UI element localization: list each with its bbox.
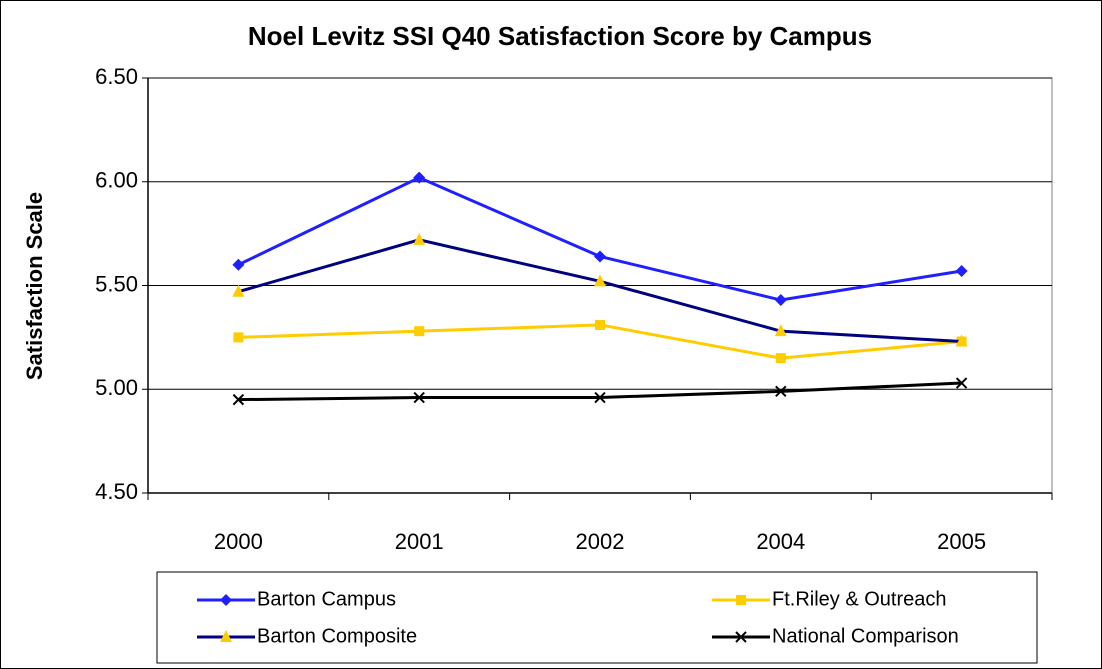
- marker: [955, 377, 968, 389]
- series: [232, 232, 968, 347]
- legend-box: [156, 571, 1038, 664]
- x-tick-label: 2004: [756, 529, 805, 554]
- legend-label: National Comparison: [772, 625, 959, 647]
- marker: [413, 391, 425, 404]
- y-tick-label: 4.50: [95, 479, 138, 504]
- y-tick-label: 6.50: [95, 64, 138, 89]
- legend-label: Barton Composite: [257, 625, 417, 647]
- marker: [220, 630, 232, 642]
- legend-label: Barton Campus: [257, 588, 396, 610]
- x-tick-label: 2002: [576, 529, 625, 554]
- marker: [233, 332, 244, 343]
- marker: [594, 274, 606, 287]
- marker: [775, 385, 787, 398]
- marker: [595, 319, 605, 330]
- marker: [775, 353, 786, 364]
- x-tick-label: 2000: [214, 529, 263, 554]
- marker: [774, 294, 787, 307]
- marker: [232, 284, 245, 297]
- marker: [735, 631, 747, 643]
- legend-item: Ft.Riley & Outreach: [712, 588, 947, 610]
- x-tick-label: 2005: [937, 529, 986, 554]
- legend-label: Ft.Riley & Outreach: [772, 588, 947, 610]
- legend-item: National Comparison: [712, 625, 959, 647]
- y-tick-label: 5.50: [95, 271, 138, 296]
- marker: [736, 595, 746, 605]
- marker: [774, 324, 787, 337]
- legend-item: Barton Composite: [197, 625, 417, 647]
- marker: [414, 326, 425, 337]
- series: [232, 171, 968, 307]
- marker: [220, 594, 232, 606]
- marker: [413, 171, 426, 184]
- marker: [232, 393, 245, 406]
- chart-title: Noel Levitz SSI Q40 Satisfaction Score b…: [248, 21, 872, 51]
- y-tick-label: 5.00: [95, 375, 138, 400]
- marker: [413, 232, 426, 245]
- series: [232, 377, 968, 406]
- marker: [955, 264, 968, 277]
- x-tick-label: 2001: [395, 529, 444, 554]
- legend-item: Barton Campus: [197, 588, 396, 610]
- y-axis-label: Satisfaction Scale: [22, 192, 47, 380]
- marker: [594, 250, 606, 263]
- y-tick-label: 6.00: [95, 168, 138, 193]
- marker: [232, 258, 245, 271]
- marker: [955, 334, 968, 347]
- marker: [594, 391, 606, 404]
